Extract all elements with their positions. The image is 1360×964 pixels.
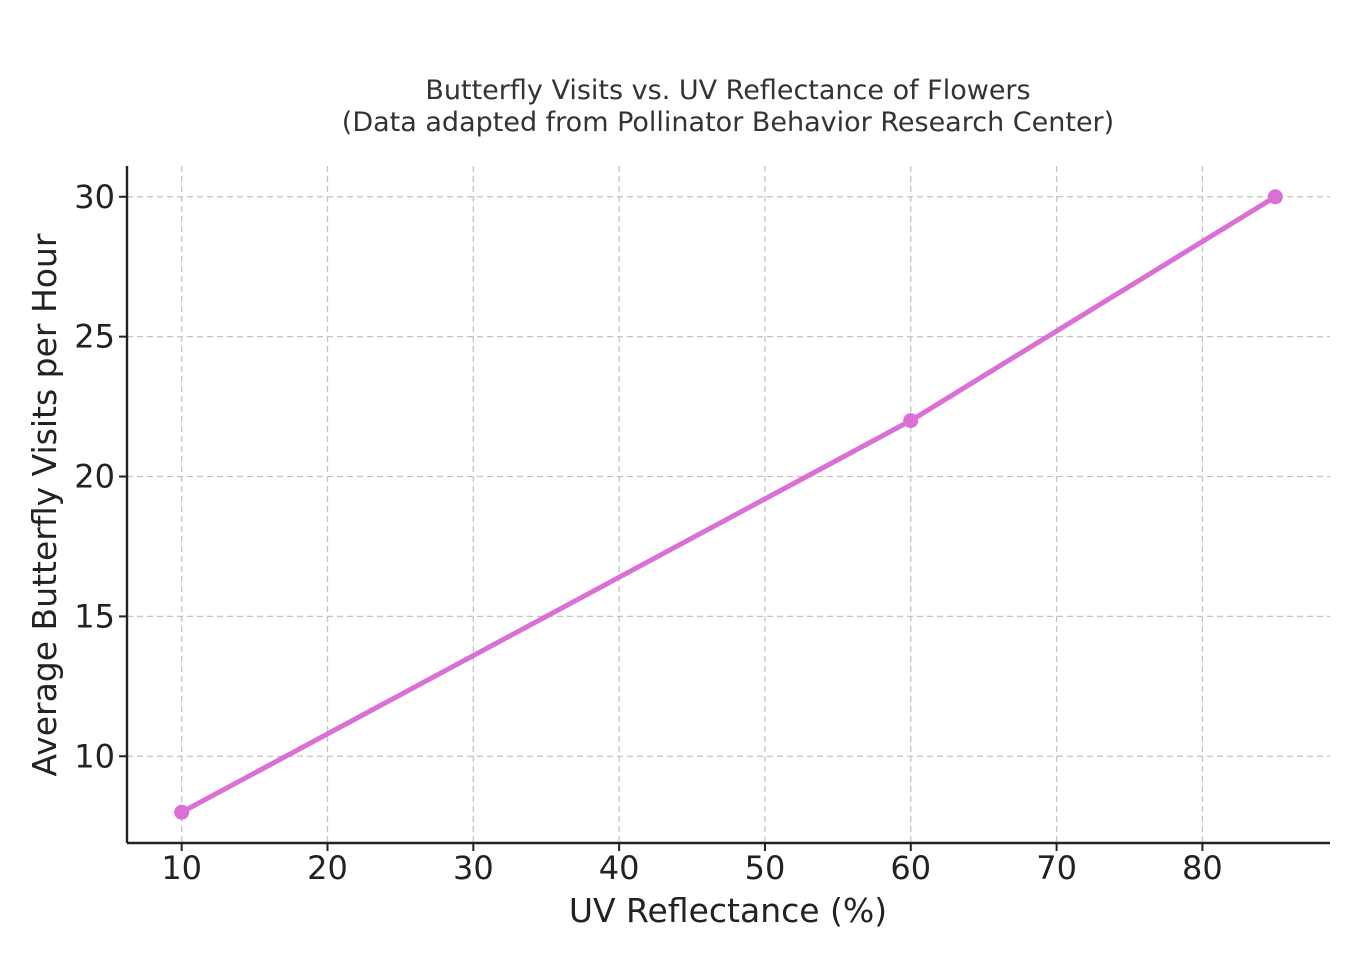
x-tick-label: 60 bbox=[890, 849, 931, 887]
data-point bbox=[903, 413, 919, 429]
x-tick-label: 80 bbox=[1182, 849, 1223, 887]
x-tick-label: 10 bbox=[161, 849, 202, 887]
chart-subtitle: (Data adapted from Pollinator Behavior R… bbox=[342, 107, 1114, 138]
x-tick-label: 20 bbox=[307, 849, 348, 887]
x-tick-label: 40 bbox=[599, 849, 640, 887]
y-axis-label: Average Butterfly Visits per Hour bbox=[25, 233, 64, 776]
y-tick-label: 25 bbox=[74, 318, 115, 356]
x-tick-label: 30 bbox=[453, 849, 494, 887]
data-point bbox=[174, 804, 190, 820]
x-tick-label: 50 bbox=[745, 849, 786, 887]
y-tick-label: 20 bbox=[74, 458, 115, 496]
y-tick-label: 10 bbox=[74, 737, 115, 775]
data-point bbox=[1267, 189, 1283, 205]
y-tick-label: 30 bbox=[74, 178, 115, 216]
y-tick-label: 15 bbox=[74, 597, 115, 635]
chart-title: Butterfly Visits vs. UV Reflectance of F… bbox=[425, 75, 1030, 106]
series-line bbox=[179, 194, 1278, 815]
axes bbox=[119, 166, 1330, 851]
x-axis-label: UV Reflectance (%) bbox=[569, 891, 887, 930]
tick-labels: 10 20 30 40 50 60 70 80 10 15 20 25 30 bbox=[74, 178, 1222, 887]
x-tick-label: 70 bbox=[1036, 849, 1077, 887]
series-layer bbox=[174, 189, 1283, 820]
grid bbox=[127, 166, 1330, 843]
